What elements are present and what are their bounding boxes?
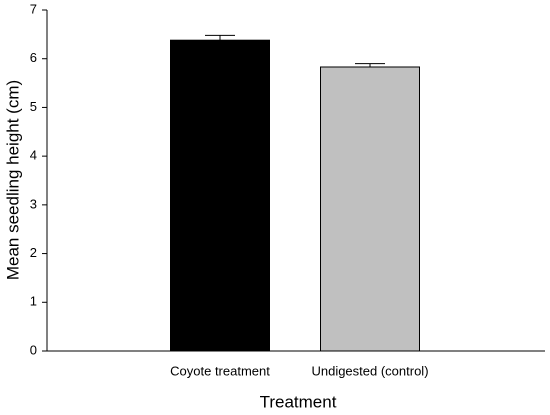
x-axis-label: Treatment (260, 392, 337, 411)
y-tick-label: 6 (30, 50, 37, 65)
x-tick-label: Coyote treatment (170, 363, 270, 378)
bar (170, 39, 270, 352)
y-tick-label: 0 (30, 342, 37, 357)
y-tick-label: 1 (30, 294, 37, 309)
bar (320, 66, 420, 352)
y-tick-label: 7 (30, 1, 37, 16)
y-tick-label: 3 (30, 196, 37, 211)
y-axis-label: Mean seedling height (cm) (3, 80, 22, 280)
x-tick-label: Undigested (control) (311, 363, 428, 378)
y-tick-label: 4 (30, 148, 37, 163)
y-tick-label: 5 (30, 99, 37, 114)
y-tick-label: 2 (30, 245, 37, 260)
